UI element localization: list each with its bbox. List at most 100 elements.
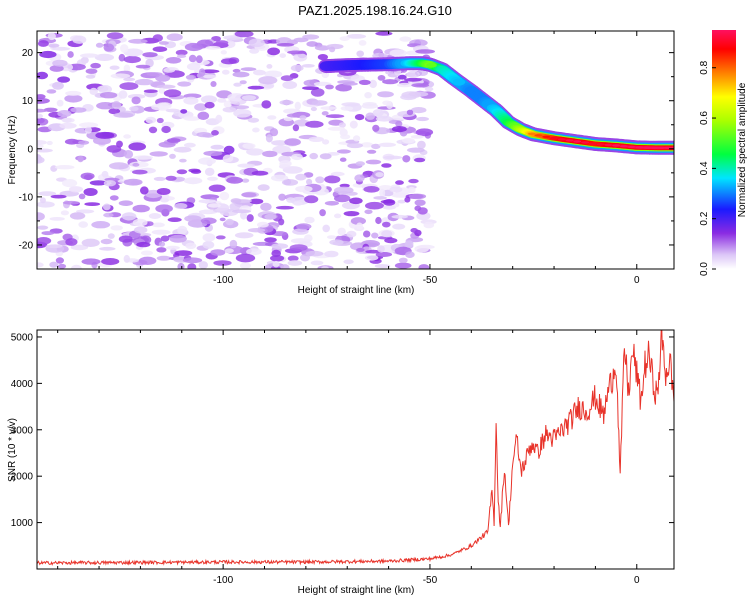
- noise-blob: [249, 198, 264, 205]
- noise-blob: [204, 167, 215, 176]
- noise-blob: [338, 122, 346, 128]
- noise-blob: [423, 221, 435, 229]
- noise-blob: [220, 58, 237, 65]
- noise-blob: [302, 86, 319, 90]
- noise-blob: [219, 191, 230, 201]
- ridge-peak: [527, 132, 536, 135]
- noise-blob: [210, 81, 217, 87]
- ridge-peak: [573, 140, 582, 143]
- noise-blob: [37, 212, 45, 221]
- noise-blob: [145, 116, 157, 124]
- noise-blob: [37, 40, 49, 47]
- noise-blob: [52, 81, 64, 90]
- noise-blob: [219, 217, 226, 222]
- noise-blob: [84, 202, 101, 207]
- noise-blob: [46, 140, 53, 146]
- noise-blob: [375, 115, 393, 122]
- noise-blob: [166, 33, 183, 41]
- colorbar-gradient: [712, 30, 736, 269]
- bottom-xlabel: Height of straight line (km): [298, 585, 415, 596]
- noise-blob: [210, 249, 226, 256]
- noise-blob: [177, 262, 185, 269]
- noise-blob: [123, 134, 131, 139]
- noise-blob: [69, 212, 86, 220]
- noise-blob: [202, 233, 216, 242]
- noise-blob: [155, 74, 171, 82]
- noise-blob: [406, 109, 414, 116]
- noise-blob: [384, 237, 398, 244]
- ridge-peak: [542, 135, 551, 138]
- noise-blob: [296, 223, 312, 230]
- y-tick-label: 4000: [11, 379, 34, 390]
- noise-blob: [324, 201, 339, 206]
- noise-blob: [395, 180, 404, 185]
- noise-blob: [67, 51, 74, 58]
- noise-blob: [239, 80, 247, 85]
- noise-blob: [411, 83, 430, 88]
- noise-blob: [205, 45, 221, 50]
- noise-blob: [159, 102, 172, 110]
- noise-blob: [232, 71, 250, 78]
- noise-blob: [242, 143, 256, 149]
- noise-blob: [99, 92, 118, 99]
- noise-blob: [132, 204, 150, 213]
- noise-blob: [198, 157, 216, 165]
- noise-blob: [151, 222, 165, 228]
- noise-blob: [383, 199, 396, 206]
- noise-blob: [279, 160, 292, 168]
- noise-blob: [371, 232, 379, 239]
- noise-blob: [158, 141, 176, 148]
- noise-blob: [414, 245, 430, 253]
- noise-blob: [414, 157, 426, 163]
- noise-blob: [339, 36, 350, 41]
- noise-blob: [100, 238, 113, 245]
- noise-blob: [177, 225, 188, 235]
- ridge-peak: [581, 141, 590, 144]
- noise-blob: [184, 215, 202, 223]
- noise-blob: [321, 111, 329, 116]
- noise-blob: [329, 46, 336, 53]
- noise-blob: [372, 109, 384, 117]
- noise-blob: [304, 195, 319, 204]
- noise-blob: [198, 68, 206, 77]
- noise-blob: [334, 186, 354, 194]
- noise-blob: [382, 205, 396, 210]
- noise-blob: [343, 259, 354, 265]
- noise-blob: [329, 239, 344, 246]
- noise-blob: [407, 186, 416, 194]
- snr-line: [37, 330, 674, 566]
- noise-blob: [369, 79, 377, 89]
- noise-blob: [123, 64, 131, 73]
- noise-blob: [264, 70, 283, 78]
- noise-blob: [310, 106, 317, 112]
- noise-blob: [267, 47, 280, 56]
- noise-blob: [364, 92, 372, 99]
- noise-blob: [70, 107, 87, 113]
- noise-blob: [260, 202, 272, 211]
- noise-blob: [247, 117, 260, 123]
- noise-blob: [337, 227, 346, 236]
- noise-blob: [405, 251, 415, 258]
- noise-blob: [264, 213, 277, 220]
- noise-blob: [160, 197, 169, 203]
- noise-blob: [134, 78, 154, 86]
- noise-blob: [215, 235, 226, 240]
- noise-blob: [95, 131, 115, 139]
- noise-blob: [253, 69, 266, 76]
- noise-blob: [287, 255, 299, 262]
- noise-blob: [196, 132, 212, 138]
- noise-blob: [223, 100, 232, 108]
- noise-blob: [108, 108, 121, 115]
- noise-blob: [310, 260, 324, 266]
- noise-blob: [50, 194, 67, 199]
- noise-blob: [174, 203, 188, 209]
- noise-blob: [49, 217, 65, 221]
- noise-blob: [349, 120, 358, 129]
- noise-blob: [353, 135, 361, 142]
- noise-blob: [408, 91, 429, 97]
- noise-blob: [247, 85, 265, 90]
- noise-blob: [365, 159, 382, 165]
- noise-blob: [47, 32, 56, 41]
- noise-blob: [263, 84, 274, 89]
- noise-blob: [416, 116, 429, 122]
